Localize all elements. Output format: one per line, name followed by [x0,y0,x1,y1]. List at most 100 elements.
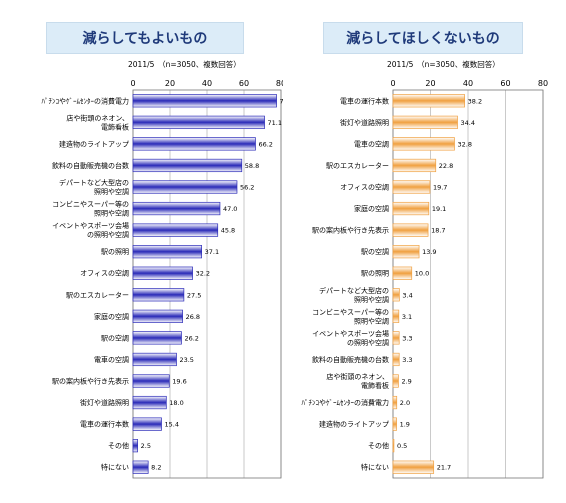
category-label: オフィスの空調 [340,183,389,192]
data-label: 3.4 [402,291,412,299]
category-label: 店や街頭のネオン、電飾看板 [326,372,389,390]
bar [132,94,277,108]
bar [132,180,238,194]
bar [132,288,185,302]
data-label: 2.0 [400,399,410,407]
bar [132,331,182,345]
bar [132,115,265,129]
category-label: ﾊﾟﾁﾝｺやｹﾞｰﾑｾﾝﾀｰの消費電力 [42,96,130,105]
data-label: 19.1 [432,205,446,213]
bar [132,417,162,431]
category-label: 飲料の自動販売機の台数 [52,161,129,170]
data-label: 27.5 [187,291,201,299]
category-label: コンビニやスーパー等の照明や空調 [312,307,389,325]
data-label: 34.4 [461,119,475,127]
bar [132,309,183,323]
bar [132,223,219,237]
bar [392,115,458,129]
bar [392,460,435,474]
plot-frame [132,89,282,479]
bar [132,137,256,151]
category-label: 建造物のライトアップ [319,420,389,429]
category-label: 特にない [101,463,129,472]
x-tick-label: 40 [202,79,212,88]
bar [132,352,177,367]
chart-subtitle: 2011/5 （n=3050、複数回答） [387,59,500,69]
data-label: 10.0 [415,270,429,278]
bar [132,395,167,410]
data-label: 3.3 [402,356,412,364]
category-label: 電車の空調 [94,355,129,364]
bar [392,374,399,388]
data-label: 77.6 [280,97,283,105]
chart-title: 減らしてほしくないもの [323,22,523,54]
chart-title: 減らしてもよいもの [46,22,244,54]
data-label: 22.8 [439,162,453,170]
bar [392,158,437,173]
bar [392,201,430,216]
data-label: 32.2 [196,270,210,278]
bar [392,137,455,151]
category-label: 駅のエスカレーター [326,161,389,170]
data-label: 47.0 [223,205,237,213]
bar [392,94,465,108]
bar [392,309,400,323]
x-tick-label: 20 [425,79,435,88]
category-label: デパートなど大型店の照明や空調 [319,286,389,304]
x-tick-label: 0 [390,79,395,88]
bar [392,180,431,194]
data-label: 66.2 [258,140,272,148]
bar [392,266,413,280]
data-label: 0.5 [397,442,407,450]
bar [392,223,429,237]
category-label: ﾊﾟﾁﾝｺやｹﾞｰﾑｾﾝﾀｰの消費電力 [302,398,390,407]
category-label: 駅の案内板や行き先表示 [52,377,129,386]
category-label: 駅の照明 [361,270,389,278]
category-label: 街灯や道路照明 [80,398,129,407]
bar [392,245,420,259]
data-label: 32.8 [458,140,472,148]
data-label: 23.5 [179,356,193,364]
x-tick-label: 60 [239,79,249,88]
data-label: 8.2 [151,464,161,472]
category-label: 駅の照明 [101,248,129,256]
data-label: 3.3 [402,334,412,342]
data-label: 15.4 [164,421,178,429]
data-label: 13.9 [422,248,436,256]
data-label: 2.5 [141,442,151,450]
bar [132,201,221,216]
category-label: その他 [108,441,129,450]
category-label: 駅の空調 [361,247,389,256]
data-label: 45.8 [221,227,235,235]
plot-frame [392,89,544,479]
chart-panel-left: 減らしてもよいもの 2011/5 （n=3050、複数回答） 0 20 40 60 80 7… [42,22,283,479]
category-label: 店や街頭のネオン、電飾看板 [66,113,129,131]
category-label: 電車の運行本数 [340,96,389,105]
category-label: 家庭の空調 [94,312,129,321]
x-tick-label: 40 [463,79,473,88]
bar [392,395,398,410]
category-label: オフィスの空調 [80,269,129,278]
bar [132,374,170,388]
data-label: 37.1 [205,248,219,256]
category-label: 家庭の空調 [354,204,389,213]
category-label: コンビニやスーパー等の照明や空調 [52,200,129,218]
data-label: 18.0 [169,399,183,407]
category-label: デパートなど大型店の照明や空調 [59,178,129,196]
bar [392,439,395,453]
category-label: 街灯や道路照明 [340,118,389,127]
category-label: 建造物のライトアップ [59,139,129,148]
x-tick-label: 80 [538,79,548,88]
data-label: 1.9 [400,421,410,429]
category-label: イベントやスポーツ会場の照明や空調 [312,329,389,347]
bar [132,158,243,173]
category-label: 飲料の自動販売機の台数 [312,355,389,364]
data-label: 71.1 [268,119,282,127]
data-label: 58.8 [245,162,259,170]
bar [132,460,149,474]
category-label: 電車の運行本数 [80,420,129,429]
category-label: 特にない [361,463,389,472]
category-label: 駅の案内板や行き先表示 [312,226,389,235]
data-label: 18.7 [431,227,445,235]
x-tick-label: 60 [500,79,510,88]
